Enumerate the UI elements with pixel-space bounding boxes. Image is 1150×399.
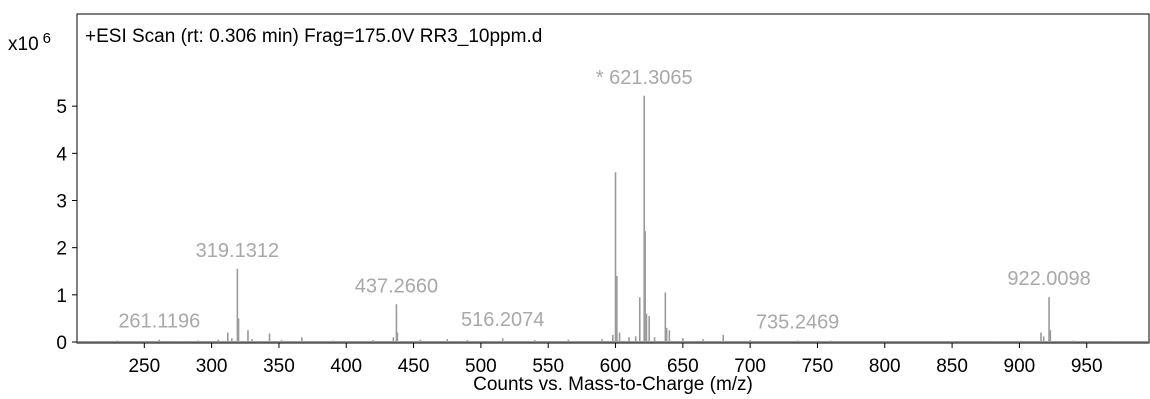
x-tick-label: 800	[869, 356, 901, 377]
y-tick-label: 1	[56, 286, 67, 307]
y-scale-label: x10 6	[8, 30, 51, 55]
peak-label: * 621.3065	[596, 67, 693, 89]
x-tick-label: 550	[532, 356, 564, 377]
x-tick-label: 300	[196, 356, 228, 377]
peak-label: 516.2074	[461, 309, 544, 331]
peak-label: 319.1312	[196, 240, 279, 262]
x-tick-label: 650	[667, 356, 699, 377]
peak-label: 735.2469	[756, 312, 839, 334]
y-tick-label: 0	[56, 333, 67, 354]
x-tick-label: 500	[465, 356, 497, 377]
x-axis-label: Counts vs. Mass-to-Charge (m/z)	[473, 374, 753, 394]
x-tick-label: 350	[263, 356, 295, 377]
y-tick-label: 5	[56, 97, 67, 118]
peak-label: 922.0098	[1007, 268, 1090, 290]
frame	[76, 13, 1150, 344]
x-tick-label: 900	[1004, 356, 1036, 377]
chart-title: +ESI Scan (rt: 0.306 min) Frag=175.0V RR…	[85, 26, 542, 47]
x-tick-label: 950	[1071, 356, 1103, 377]
x-tick-label: 450	[398, 356, 430, 377]
y-tick-label: 4	[56, 144, 67, 165]
y-scale-base: x10	[8, 34, 39, 55]
x-tick-label: 750	[802, 356, 834, 377]
y-scale-exponent: 6	[43, 30, 51, 47]
peak-label: 261.1196	[118, 311, 200, 333]
x-tick-label: 700	[734, 356, 766, 377]
peak-label: 437.2660	[355, 275, 438, 297]
x-tick-label: 400	[330, 356, 362, 377]
y-tick-label: 2	[56, 239, 67, 260]
x-tick-label: 600	[600, 356, 632, 377]
y-tick-label: 3	[56, 192, 67, 213]
x-tick-label: 250	[128, 356, 160, 377]
x-tick-label: 850	[936, 356, 968, 377]
